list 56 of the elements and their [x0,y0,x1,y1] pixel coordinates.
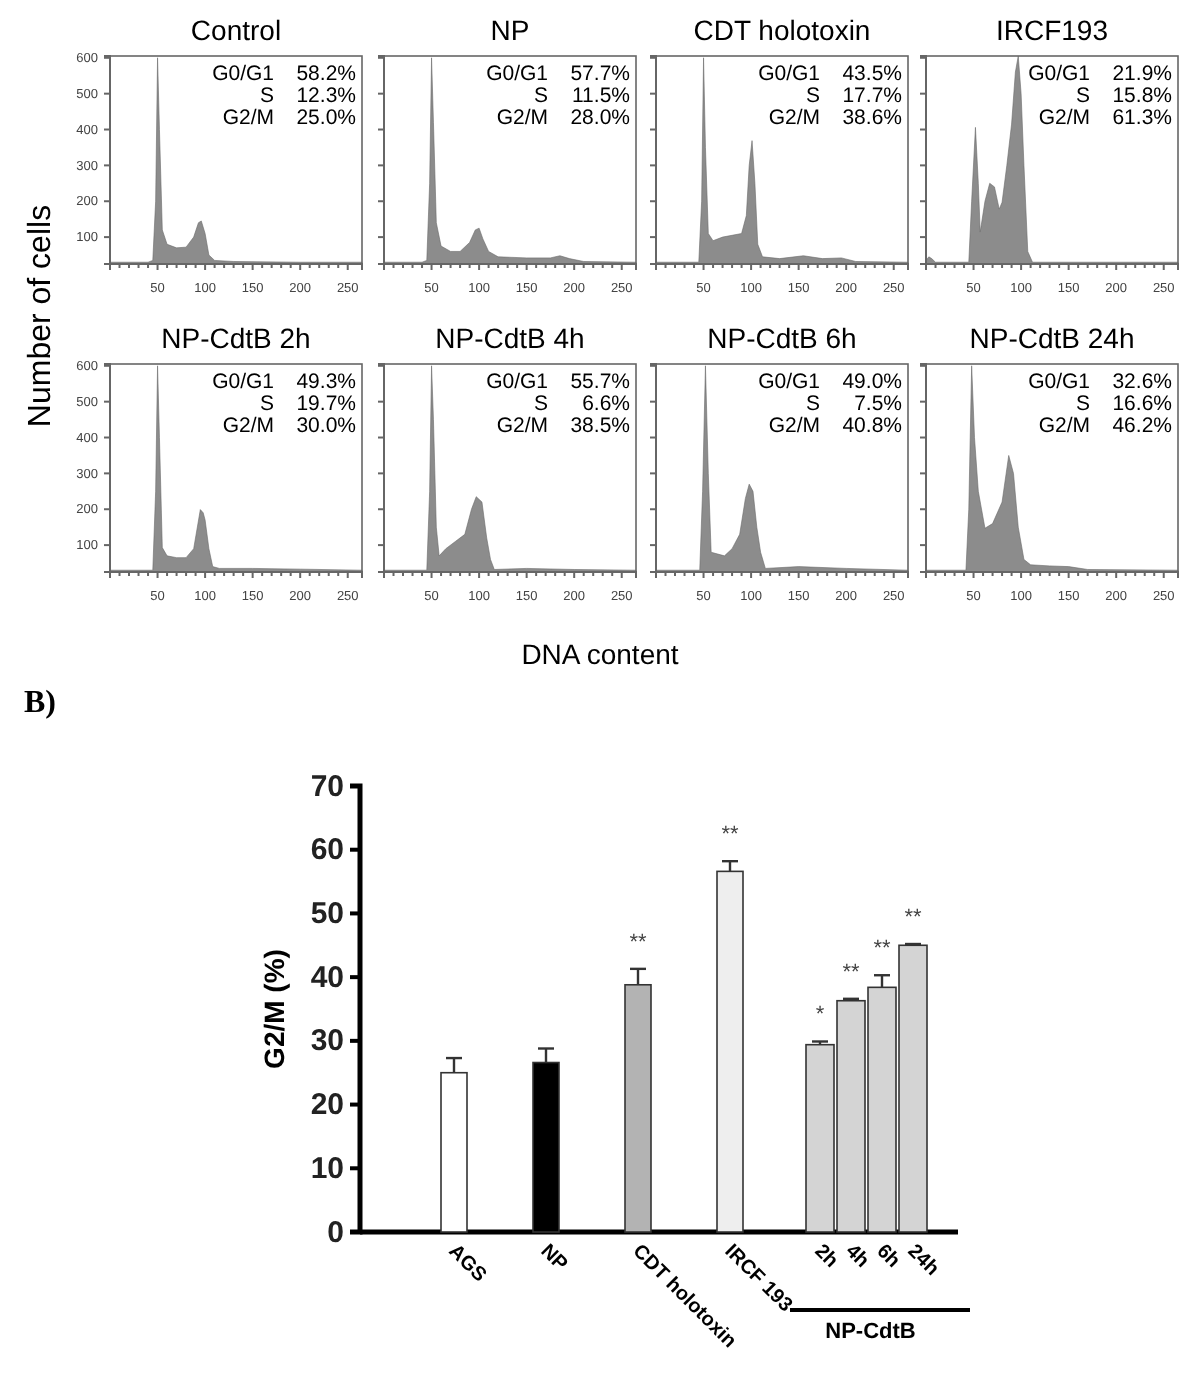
x-axis-title: DNA content [521,638,679,670]
annotation: G0/G1 49.3% [212,370,356,394]
y-tick-label: 0 [327,1215,344,1250]
annotation: ** [721,823,740,848]
annotation: G2/M 38.6% [768,106,902,130]
annotation: G2/M 38.5% [496,414,630,438]
annotation: ** [629,930,648,955]
y-tick-label: 30 [310,1024,344,1059]
chart-title: NP-CdtB 4h [435,322,585,354]
y-axis-title: G2/M (%) [258,949,290,1069]
annotation: S 17.7% [805,84,902,108]
annotation: S 16.6% [1075,392,1172,416]
annotation: G2/M 46.2% [1038,414,1172,438]
y-axis-title: Number of cells [24,204,58,428]
annotation: S 11.5% [533,84,630,108]
chart-title: NP [490,14,530,46]
text: S 7.5% [805,392,902,416]
chart-title: NP-CdtB 2h [161,322,311,354]
y-tick-label: 60 [310,833,344,868]
annotation: * [815,1003,826,1028]
y-tick-label: 20 [310,1088,344,1123]
annotation: G0/G1 55.7% [486,370,630,394]
annotation: G2/M 30.0% [222,414,356,438]
annotation: ** [842,960,861,985]
chart-title: CDT holotoxin [693,14,871,46]
annotation: G0/G1 57.7% [486,62,630,86]
text: S 6.6% [533,392,630,416]
text: B) [24,686,56,720]
chart-title: NP-CdtB 24h [969,322,1135,354]
text: NP-CdtB [825,1320,916,1344]
annotation: G0/G1 43.5% [758,62,902,86]
y-tick-label: 70 [310,769,344,804]
annotation: G0/G1 58.2% [212,62,356,86]
annotation: G0/G1 32.6% [1028,370,1172,394]
x-tick-label: 2h [809,1240,842,1273]
chart-title: NP-CdtB 6h [707,322,857,354]
x-tick-label: 24h [902,1240,943,1281]
annotation: G0/G1 21.9% [1028,62,1172,86]
annotation: S 15.8% [1075,84,1172,108]
chart-title: IRCF193 [995,14,1109,46]
y-tick-label: 40 [310,960,344,995]
annotation: G2/M 25.0% [222,106,356,130]
annotation: ** [873,937,892,962]
annotation: G2/M 61.3% [1038,106,1172,130]
x-tick-label: 6h [871,1240,904,1273]
annotation: S 12.3% [259,84,356,108]
x-tick-label: 4h [840,1240,873,1273]
annotation: ** [904,906,923,931]
annotation: G2/M 28.0% [496,106,630,130]
x-tick-label: NP [535,1240,572,1277]
y-tick-label: 50 [310,897,344,932]
y-tick-label: 10 [310,1151,344,1186]
annotation: S 19.7% [259,392,356,416]
annotation: G0/G1 49.0% [758,370,902,394]
annotation: G2/M 40.8% [768,414,902,438]
chart-title: Control [190,14,282,46]
